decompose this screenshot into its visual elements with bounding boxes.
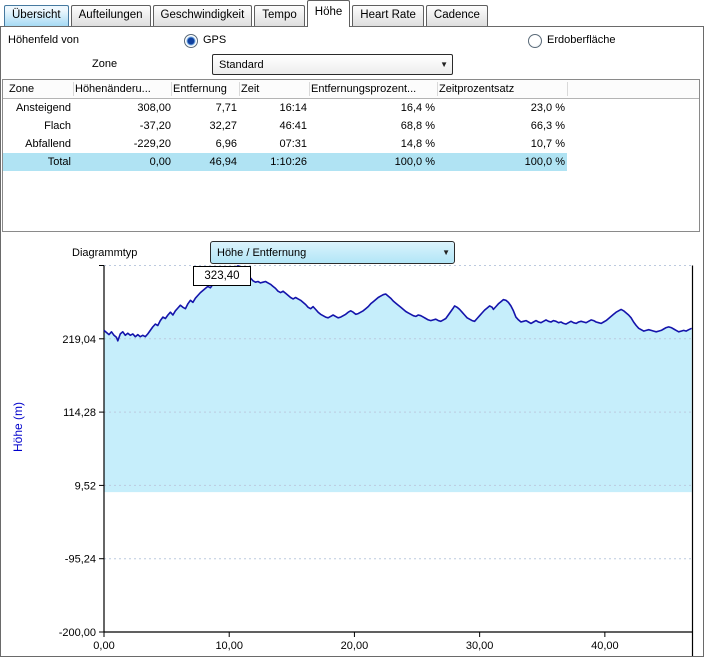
gps-radio-label[interactable]: GPS bbox=[203, 34, 227, 46]
column-header-zeit[interactable]: Zeit bbox=[241, 83, 260, 95]
zone-table-header: Zone Höhenänderu... Entfernung Zeit Entf… bbox=[3, 80, 699, 99]
cell-zone: Ansteigend bbox=[15, 102, 71, 114]
cell-zeit: 16:14 bbox=[279, 102, 307, 114]
zone-select[interactable]: Standard ▼ bbox=[212, 54, 453, 75]
column-header-zone[interactable]: Zone bbox=[9, 83, 35, 95]
cell-entfernung: 32,27 bbox=[209, 120, 237, 132]
column-header-zeitprozentsatz[interactable]: Zeitprozentsatz bbox=[439, 83, 515, 95]
erdoberflaeche-radio[interactable] bbox=[528, 34, 542, 48]
cell-entfernungsprozent: 68,8 % bbox=[400, 120, 435, 132]
cell-hoehenaenderung: 308,00 bbox=[137, 102, 171, 114]
hoehenfeld-von-label: Höhenfeld von bbox=[8, 34, 79, 46]
table-row-total[interactable]: Total 0,00 46,94 1:10:26 100,0 % 100,0 % bbox=[3, 153, 567, 171]
tab-uebersicht[interactable]: Übersicht bbox=[4, 5, 69, 26]
cell-zeitprozentsatz: 10,7 % bbox=[530, 138, 565, 150]
table-row-ansteigend[interactable]: Ansteigend 308,00 7,71 16:14 16,4 % 23,0… bbox=[3, 99, 567, 117]
max-elevation-tooltip: 323,40 bbox=[193, 266, 251, 286]
cell-zeit: 1:10:26 bbox=[270, 156, 307, 168]
tab-tempo[interactable]: Tempo bbox=[254, 5, 305, 26]
cell-entfernung: 7,71 bbox=[215, 102, 237, 114]
column-header-entfernung[interactable]: Entfernung bbox=[173, 83, 227, 95]
diagrammtyp-select-value: Höhe / Entfernung bbox=[217, 246, 307, 259]
tab-bar: Übersicht Aufteilungen Geschwindigkeit T… bbox=[0, 0, 704, 27]
chevron-down-icon: ▼ bbox=[440, 60, 448, 69]
chevron-down-icon: ▼ bbox=[442, 248, 450, 257]
cell-zone: Abfallend bbox=[25, 138, 71, 150]
tab-aufteilungen[interactable]: Aufteilungen bbox=[70, 5, 151, 26]
cell-zeitprozentsatz: 100,0 % bbox=[524, 156, 565, 168]
erdoberflaeche-radio-label[interactable]: Erdoberfläche bbox=[547, 34, 616, 46]
cell-zone: Flach bbox=[44, 120, 71, 132]
zone-label: Zone bbox=[92, 58, 118, 70]
zone-table: Zone Höhenänderu... Entfernung Zeit Entf… bbox=[2, 79, 700, 232]
table-row-abfallend[interactable]: Abfallend -229,20 6,96 07:31 14,8 % 10,7… bbox=[3, 135, 567, 153]
cell-hoehenaenderung: -229,20 bbox=[133, 138, 171, 150]
column-header-entfernungsprozent[interactable]: Entfernungsprozent... bbox=[311, 83, 417, 95]
cell-entfernungsprozent: 100,0 % bbox=[394, 156, 435, 168]
cell-zeitprozentsatz: 66,3 % bbox=[530, 120, 565, 132]
column-header-hoehenaenderung[interactable]: Höhenänderu... bbox=[75, 83, 151, 95]
cell-zeit: 46:41 bbox=[279, 120, 307, 132]
tab-hoehe[interactable]: Höhe bbox=[306, 0, 351, 27]
table-row-flach[interactable]: Flach -37,20 32,27 46:41 68,8 % 66,3 % bbox=[3, 117, 567, 135]
tab-heart-rate[interactable]: Heart Rate bbox=[352, 5, 424, 26]
cell-hoehenaenderung: 0,00 bbox=[149, 156, 171, 168]
cell-entfernung: 46,94 bbox=[209, 156, 237, 168]
cell-entfernungsprozent: 16,4 % bbox=[400, 102, 435, 114]
cell-zone: Total bbox=[47, 156, 71, 168]
diagrammtyp-select[interactable]: Höhe / Entfernung ▼ bbox=[210, 241, 455, 264]
y-axis-title: Höhe (m) bbox=[11, 402, 25, 453]
tab-geschwindigkeit[interactable]: Geschwindigkeit bbox=[152, 5, 253, 26]
zone-select-value: Standard bbox=[219, 58, 264, 71]
tab-cadence[interactable]: Cadence bbox=[425, 5, 488, 26]
cell-entfernung: 6,96 bbox=[215, 138, 237, 150]
cell-hoehenaenderung: -37,20 bbox=[139, 120, 171, 132]
cell-entfernungsprozent: 14,8 % bbox=[400, 138, 435, 150]
cell-zeit: 07:31 bbox=[279, 138, 307, 150]
diagrammtyp-label: Diagrammtyp bbox=[72, 247, 138, 259]
cell-zeitprozentsatz: 23,0 % bbox=[530, 102, 565, 114]
gps-radio[interactable] bbox=[184, 34, 198, 48]
